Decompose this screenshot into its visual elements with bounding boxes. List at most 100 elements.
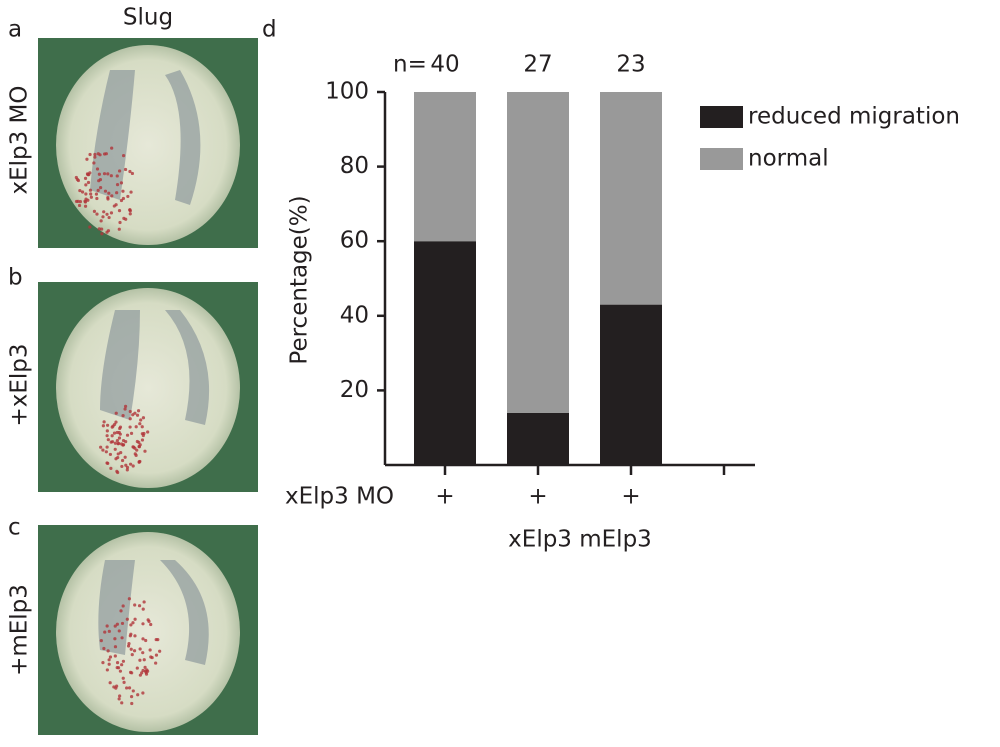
red-dot [113,637,117,641]
red-dot [121,604,125,608]
red-dot [118,694,122,698]
red-dot [77,203,82,208]
row-label: +mElp3 [7,584,33,676]
y-tick-label: 80 [340,153,369,179]
red-dot [119,451,123,455]
red-dot [93,152,97,157]
red-dot [103,152,107,156]
red-dot [129,632,133,636]
red-dot [88,152,92,157]
red-dot [129,623,133,627]
red-dot [106,649,110,653]
y-tick-label: 100 [325,79,369,105]
red-dot [102,420,106,424]
red-dot [117,169,122,173]
embryo [56,45,240,245]
red-dot [88,225,92,229]
red-dot [78,200,83,204]
red-dot [130,171,135,176]
red-dot [117,209,122,213]
red-dot [133,634,137,638]
red-dot [101,215,105,219]
red-dot [128,208,132,212]
x-axis-label: xElp3 mElp3 [508,527,652,553]
red-dot [125,433,130,437]
red-dot [117,629,121,633]
y-tick-label: 40 [340,302,369,328]
red-dot [128,169,132,174]
red-dot [99,186,103,190]
red-dot [150,655,154,660]
red-dot [109,174,113,178]
red-dot [100,232,104,236]
red-dot [122,680,126,685]
red-dot [121,413,125,418]
red-dot [137,444,141,449]
red-dot [114,420,118,424]
red-dot [112,431,117,435]
red-dot [124,217,128,221]
red-dot [138,673,142,677]
red-dot [124,440,128,444]
red-dot [139,418,143,422]
red-dot [101,424,105,428]
red-dot [78,188,82,193]
red-dot [137,460,141,464]
legend-swatch [700,106,743,128]
red-dot [106,172,110,176]
red-dot [132,649,137,653]
red-dot [142,431,146,436]
red-dot [149,622,153,627]
red-dot [131,689,135,693]
red-dot [106,229,111,233]
red-dot [125,686,129,690]
red-dot [107,629,111,633]
red-dot [143,449,147,453]
y-axis-label: Percentage(%) [287,195,313,364]
n-value: 27 [523,52,552,78]
red-dot [103,630,107,634]
red-dot [89,195,93,199]
red-dot [80,190,85,194]
red-dot [130,701,134,706]
red-dot [126,644,131,648]
red-dot [129,190,133,194]
panel-label: c [8,515,21,541]
red-dot [136,409,141,413]
red-dot [102,646,106,651]
red-dot [156,638,160,642]
red-dot [119,181,124,185]
red-dot [118,425,123,429]
red-dot [101,448,105,452]
red-dot [95,196,99,201]
red-dot [138,658,142,662]
x-tick-label: + [621,484,640,510]
red-dot [140,671,144,675]
red-dot [123,404,128,408]
red-dot [128,462,133,466]
red-dot [113,645,118,649]
red-dot [116,470,120,475]
red-dot [140,425,144,429]
panel-label: d [262,17,277,43]
red-dot [117,697,121,701]
red-dot [110,434,114,438]
bar-segment [507,92,569,413]
red-dot [116,442,120,446]
n-label: n= [393,52,427,78]
red-dot [100,227,104,231]
red-dot [114,411,118,415]
red-dot [144,638,148,643]
red-dot [113,654,117,658]
red-dot [135,666,139,670]
legend-swatch [700,148,743,170]
red-dot [99,639,103,643]
bar-segment [414,241,476,465]
red-dot [136,693,140,697]
stain [90,70,201,205]
red-dot [121,189,125,193]
red-dot [117,227,121,231]
red-dot [107,658,111,662]
red-dot [106,461,110,465]
red-dot [88,188,93,192]
